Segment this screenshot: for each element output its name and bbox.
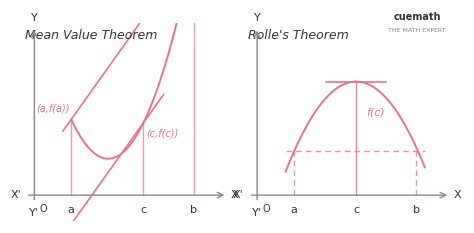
Text: Y': Y'	[29, 208, 39, 218]
Text: (c,f(c)): (c,f(c))	[147, 129, 179, 139]
Text: (a,f(a)): (a,f(a))	[36, 104, 70, 113]
Text: Mean Value Theorem: Mean Value Theorem	[25, 29, 157, 42]
Text: b: b	[413, 205, 420, 215]
Text: c: c	[140, 205, 146, 215]
Text: c: c	[353, 205, 359, 215]
Text: a: a	[291, 205, 298, 215]
Text: f(c): f(c)	[366, 107, 385, 117]
Text: Rolle's Theorem: Rolle's Theorem	[248, 29, 349, 42]
Text: Y: Y	[254, 13, 261, 23]
Text: THE MATH EXPERT: THE MATH EXPERT	[388, 28, 446, 33]
Text: b: b	[190, 205, 197, 215]
Text: cuemath: cuemath	[393, 12, 441, 22]
Text: a: a	[68, 205, 75, 215]
Text: O: O	[39, 204, 47, 214]
Text: X: X	[453, 190, 461, 200]
Text: O: O	[262, 204, 270, 214]
Text: X': X'	[233, 190, 244, 200]
Text: X: X	[230, 190, 238, 200]
Text: Y': Y'	[252, 208, 262, 218]
Text: Y: Y	[31, 13, 38, 23]
Text: X': X'	[10, 190, 21, 200]
